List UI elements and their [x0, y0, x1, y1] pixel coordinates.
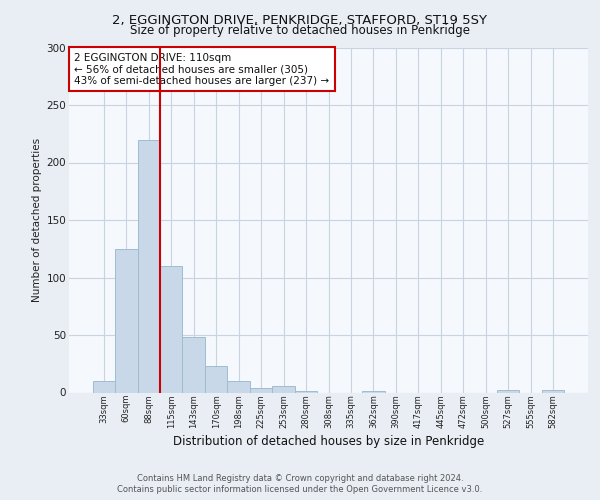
Bar: [182, 338, 205, 392]
Bar: [205, 366, 227, 392]
Bar: [272, 386, 295, 392]
Text: 2 EGGINGTON DRIVE: 110sqm
← 56% of detached houses are smaller (305)
43% of semi: 2 EGGINGTON DRIVE: 110sqm ← 56% of detac…: [74, 52, 329, 86]
X-axis label: Distribution of detached houses by size in Penkridge: Distribution of detached houses by size …: [173, 434, 484, 448]
Bar: [497, 390, 520, 392]
Bar: [542, 390, 565, 392]
Bar: [227, 381, 250, 392]
Y-axis label: Number of detached properties: Number of detached properties: [32, 138, 43, 302]
Bar: [137, 140, 160, 392]
Text: 2, EGGINGTON DRIVE, PENKRIDGE, STAFFORD, ST19 5SY: 2, EGGINGTON DRIVE, PENKRIDGE, STAFFORD,…: [113, 14, 487, 27]
Bar: [92, 381, 115, 392]
Text: Size of property relative to detached houses in Penkridge: Size of property relative to detached ho…: [130, 24, 470, 37]
Text: Contains HM Land Registry data © Crown copyright and database right 2024.
Contai: Contains HM Land Registry data © Crown c…: [118, 474, 482, 494]
Bar: [115, 248, 137, 392]
Bar: [160, 266, 182, 392]
Bar: [250, 388, 272, 392]
